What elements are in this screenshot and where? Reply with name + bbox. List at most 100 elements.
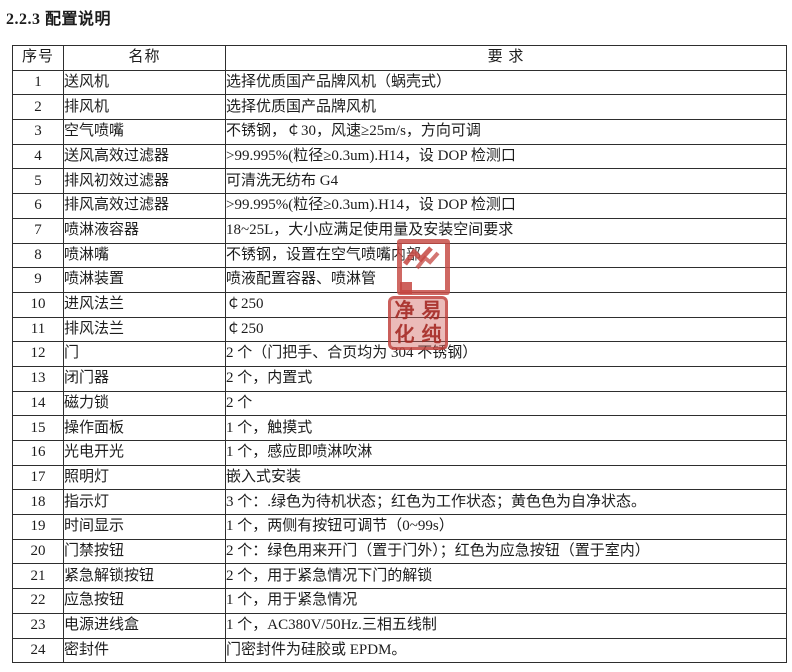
row-number: 16	[12, 440, 64, 466]
item-name: 照明灯	[63, 464, 226, 491]
table-row: 18 指示灯 3 个：.绿色为待机状态；红色为工作状态；黄色色为自净状态。	[12, 489, 787, 516]
table-row: 21 紧急解锁按钮 2 个，用于紧急情况下门的解锁	[12, 563, 787, 590]
row-number: 8	[12, 242, 64, 269]
row-number: 17	[12, 464, 64, 491]
item-name: 排风高效过滤器	[63, 193, 226, 219]
row-number: 9	[12, 267, 64, 293]
item-requirement: 选择优质国产品牌风机（蜗壳式）	[225, 69, 787, 96]
item-name: 送风机	[63, 69, 226, 96]
table-row: 13 闭门器 2 个，内置式	[12, 365, 787, 392]
item-requirement: 1 个，AC380V/50Hz.三相五线制	[225, 612, 787, 639]
row-number: 14	[12, 390, 64, 417]
table-row: 11 排风法兰 ￠250	[12, 316, 787, 343]
section-title: 2.2.3 配置说明	[6, 11, 112, 28]
table-row: 1 送风机 选择优质国产品牌风机（蜗壳式）	[12, 69, 787, 96]
item-requirement: 2 个，内置式	[225, 365, 787, 392]
item-name: 排风初效过滤器	[63, 168, 226, 195]
row-number: 15	[12, 415, 64, 441]
table-row: 20 门禁按钮 2 个：绿色用来开门（置于门外）；红色为应急按钮（置于室内）	[12, 538, 787, 565]
item-requirement: 3 个：.绿色为待机状态；红色为工作状态；黄色色为自净状态。	[225, 489, 787, 516]
row-number: 4	[12, 143, 64, 170]
row-number: 10	[12, 291, 64, 318]
item-requirement: 可清洗无纺布 G4	[225, 168, 787, 195]
item-name: 喷淋液容器	[63, 217, 226, 244]
table-row: 19 时间显示 1 个，两侧有按钮可调节（0~99s）	[12, 514, 787, 540]
item-name: 电源进线盒	[63, 612, 226, 639]
item-requirement: 2 个（门把手、合页均为 304 不锈钢）	[225, 341, 787, 367]
table-row: 15 操作面板 1 个，触摸式	[12, 415, 787, 441]
header-serial-number: 序号	[12, 45, 64, 71]
table-row: 22 应急按钮 1 个，用于紧急情况	[12, 588, 787, 614]
header-requirement: 要 求	[225, 45, 787, 71]
item-name: 光电开光	[63, 440, 226, 466]
item-requirement: 不锈钢，设置在空气喷嘴内部	[225, 242, 787, 269]
item-name: 指示灯	[63, 489, 226, 516]
item-requirement: 1 个，触摸式	[225, 415, 787, 441]
row-number: 21	[12, 563, 64, 590]
item-requirement: 2 个：绿色用来开门（置于门外）；红色为应急按钮（置于室内）	[225, 538, 787, 565]
item-name: 门	[63, 341, 226, 367]
item-requirement: 选择优质国产品牌风机	[225, 94, 787, 121]
table-row: 8 喷淋嘴 不锈钢，设置在空气喷嘴内部	[12, 242, 787, 269]
item-requirement: >99.995%(粒径≥0.3um).H14，设 DOP 检测口	[225, 143, 787, 170]
row-number: 2	[12, 94, 64, 121]
table-row: 16 光电开光 1 个，感应即喷淋吹淋	[12, 440, 787, 466]
row-number: 6	[12, 193, 64, 219]
item-name: 送风高效过滤器	[63, 143, 226, 170]
config-table: 序号 名称 要 求 1 送风机 选择优质国产品牌风机（蜗壳式） 2 排风机 选择优质国产品…	[12, 45, 787, 664]
row-number: 11	[12, 316, 64, 343]
table-row: 3 空气喷嘴 不锈钢，￠30，风速≥25m/s，方向可调	[12, 119, 787, 145]
item-requirement: >99.995%(粒径≥0.3um).H14，设 DOP 检测口	[225, 193, 787, 219]
item-name: 磁力锁	[63, 390, 226, 417]
item-name: 紧急解锁按钮	[63, 563, 226, 590]
row-number: 20	[12, 538, 64, 565]
table-row: 17 照明灯 嵌入式安装	[12, 464, 787, 491]
item-name: 进风法兰	[63, 291, 226, 318]
table-body: 1 送风机 选择优质国产品牌风机（蜗壳式） 2 排风机 选择优质国产品牌风机 3 空气喷嘴 不锈…	[12, 69, 787, 664]
row-number: 23	[12, 612, 64, 639]
item-name: 门禁按钮	[63, 538, 226, 565]
row-number: 22	[12, 588, 64, 614]
item-requirement: 喷液配置容器、喷淋管	[225, 267, 787, 293]
row-number: 12	[12, 341, 64, 367]
table-row: 6 排风高效过滤器 >99.995%(粒径≥0.3um).H14，设 DOP 检测口	[12, 193, 787, 219]
item-name: 应急按钮	[63, 588, 226, 614]
row-number: 24	[12, 637, 64, 664]
item-name: 闭门器	[63, 365, 226, 392]
item-requirement: 2 个，用于紧急情况下门的解锁	[225, 563, 787, 590]
table-header: 序号 名称 要 求	[12, 45, 787, 71]
item-requirement: ￠250	[225, 316, 787, 343]
table-row: 10 进风法兰 ￠250	[12, 291, 787, 318]
item-requirement: 2 个	[225, 390, 787, 417]
row-number: 13	[12, 365, 64, 392]
row-number: 18	[12, 489, 64, 516]
item-requirement: 1 个，感应即喷淋吹淋	[225, 440, 787, 466]
table-row: 12 门 2 个（门把手、合页均为 304 不锈钢）	[12, 341, 787, 367]
item-name: 时间显示	[63, 514, 226, 540]
item-name: 排风法兰	[63, 316, 226, 343]
row-number: 7	[12, 217, 64, 244]
row-number: 1	[12, 69, 64, 96]
table-row: 4 送风高效过滤器 >99.995%(粒径≥0.3um).H14，设 DOP 检测口	[12, 143, 787, 170]
item-name: 排风机	[63, 94, 226, 121]
item-requirement: 1 个，用于紧急情况	[225, 588, 787, 614]
item-requirement: 嵌入式安装	[225, 464, 787, 491]
item-requirement: 门密封件为硅胶或 EPDM。	[225, 637, 787, 664]
row-number: 5	[12, 168, 64, 195]
table-row: 2 排风机 选择优质国产品牌风机	[12, 94, 787, 121]
item-requirement: 18~25L，大小应满足使用量及安装空间要求	[225, 217, 787, 244]
item-name: 喷淋嘴	[63, 242, 226, 269]
table-row: 23 电源进线盒 1 个，AC380V/50Hz.三相五线制	[12, 612, 787, 639]
row-number: 3	[12, 119, 64, 145]
table-row: 7 喷淋液容器 18~25L，大小应满足使用量及安装空间要求	[12, 217, 787, 244]
table-row: 5 排风初效过滤器 可清洗无纺布 G4	[12, 168, 787, 195]
item-name: 操作面板	[63, 415, 226, 441]
item-requirement: ￠250	[225, 291, 787, 318]
table-row: 14 磁力锁 2 个	[12, 390, 787, 417]
item-requirement: 1 个，两侧有按钮可调节（0~99s）	[225, 514, 787, 540]
item-name: 空气喷嘴	[63, 119, 226, 145]
item-requirement: 不锈钢，￠30，风速≥25m/s，方向可调	[225, 119, 787, 145]
table-row: 9 喷淋装置 喷液配置容器、喷淋管	[12, 267, 787, 293]
item-name: 喷淋装置	[63, 267, 226, 293]
item-name: 密封件	[63, 637, 226, 664]
